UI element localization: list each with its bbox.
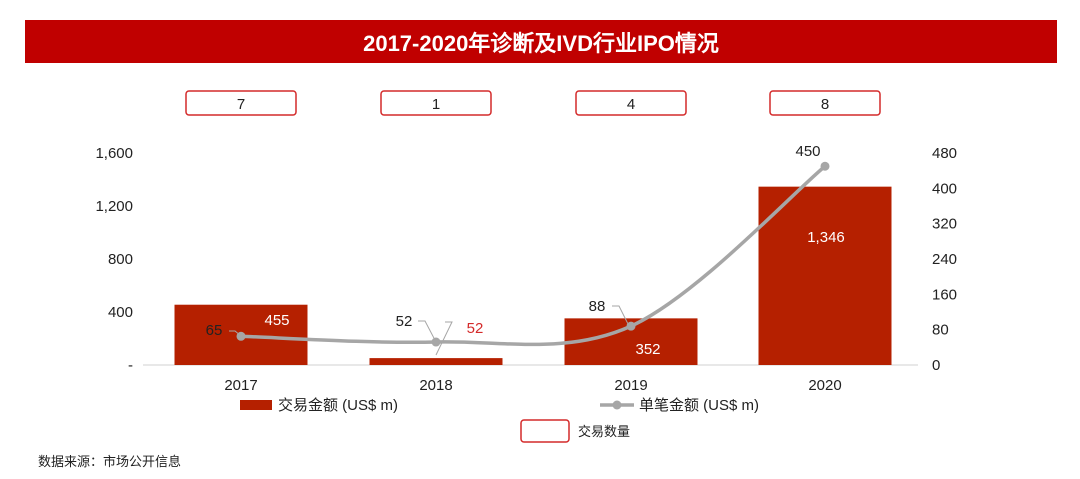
right-axis-tick: 160 (932, 286, 957, 303)
leader-line (435, 321, 453, 356)
right-axis-tick: 240 (932, 251, 957, 268)
bar (758, 186, 892, 365)
bar-value-label: 1,346 (807, 229, 845, 246)
line-point (626, 321, 636, 331)
leader-line (612, 305, 630, 327)
right-axis-tick: 480 (932, 145, 957, 162)
legend-box-label: 交易数量 (578, 424, 630, 439)
bar-value-label: 52 (467, 320, 484, 337)
x-axis-tick: 2018 (419, 377, 452, 394)
bar (369, 358, 503, 365)
deal-count-box (769, 90, 881, 116)
x-axis-tick: 2019 (614, 377, 647, 394)
legend-line-label: 单笔金额 (US$ m) (639, 397, 759, 414)
left-axis-tick: 1,200 (95, 198, 133, 215)
x-axis-tick: 2020 (808, 377, 841, 394)
left-axis-tick: 400 (108, 304, 133, 321)
line-series (240, 164, 827, 347)
right-axis-tick: 320 (932, 216, 957, 233)
legend-box-swatch (520, 419, 570, 443)
right-axis-tick: 400 (932, 180, 957, 197)
deal-count-box (575, 90, 687, 116)
legend-bar-swatch (240, 400, 272, 410)
left-axis-tick: 800 (108, 251, 133, 268)
x-axis-tick: 2017 (224, 377, 257, 394)
deal-count-label: 8 (821, 96, 829, 113)
chart-title: 2017-2020年诊断及IVD行业IPO情况 (25, 20, 1057, 63)
deal-count-label: 7 (237, 96, 245, 113)
line-point (820, 161, 830, 171)
line-value-label: 88 (589, 298, 606, 315)
deal-count-box (380, 90, 492, 116)
legend-bar-label: 交易金额 (US$ m) (278, 396, 398, 414)
left-axis-tick: 1,600 (95, 145, 133, 162)
line-value-label: 450 (795, 143, 820, 160)
right-axis-tick: 80 (932, 322, 949, 339)
deal-count-label: 1 (432, 96, 440, 113)
leader-line (418, 320, 437, 343)
line-value-label: 65 (206, 322, 223, 339)
deal-count-label: 4 (627, 96, 635, 113)
left-axis-tick: - (128, 357, 133, 374)
legend-line-marker (612, 400, 622, 410)
right-axis-tick: 0 (932, 357, 940, 374)
source-note: 数据来源：市场公开信息 (38, 454, 182, 469)
deal-count-box (185, 90, 297, 116)
leader-line (229, 330, 242, 337)
line-point (431, 337, 441, 347)
bar-value-label: 352 (635, 341, 660, 358)
line-value-label: 52 (396, 313, 413, 330)
bar-value-label: 455 (264, 312, 289, 329)
